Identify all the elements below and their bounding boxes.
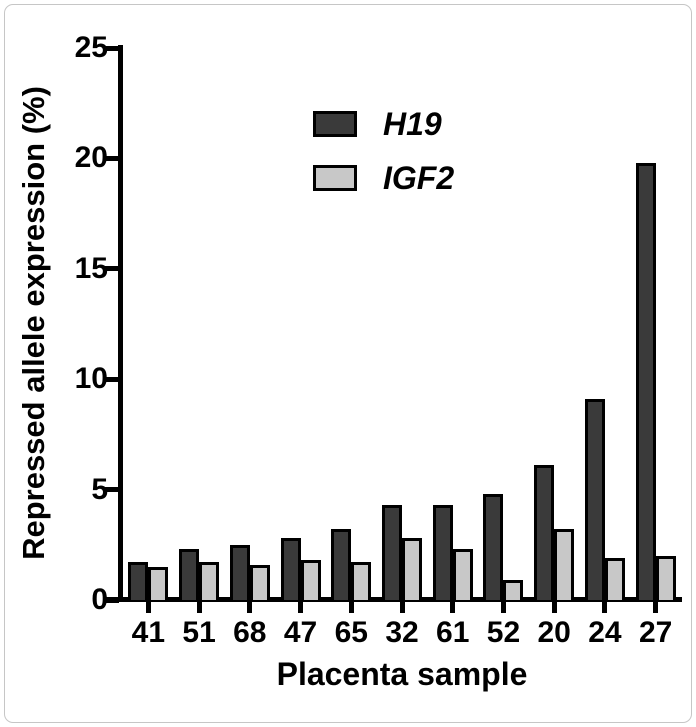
bar-h19-24 — [584, 399, 605, 600]
bar-group-47 — [280, 538, 321, 600]
bar-group-32 — [381, 505, 422, 600]
x-tick — [602, 600, 608, 613]
bar-igf2-68 — [249, 564, 270, 600]
bar-h19-51 — [179, 549, 200, 600]
bar-group-27 — [635, 162, 676, 600]
x-tick — [348, 600, 354, 613]
x-tick — [551, 600, 557, 613]
bar-group-52 — [483, 494, 524, 600]
legend: H19 IGF2 — [313, 108, 454, 194]
bar-igf2-27 — [655, 555, 676, 600]
legend-label-igf2: IGF2 — [383, 160, 455, 196]
x-tick-label: 47 — [283, 616, 318, 649]
y-tick-label: 10 — [74, 362, 108, 396]
bar-igf2-61 — [452, 549, 473, 600]
y-axis-line — [118, 45, 123, 602]
bar-group-20 — [534, 465, 575, 600]
y-axis-title: Repressed allele expression (%) — [16, 86, 51, 560]
bar-h19-27 — [635, 162, 656, 600]
bar-igf2-47 — [300, 560, 321, 600]
x-tick-label: 24 — [588, 616, 622, 649]
legend-item-h19: H19 — [313, 108, 454, 140]
bar-igf2-41 — [148, 566, 169, 600]
y-tick — [104, 45, 119, 51]
x-tick — [247, 600, 253, 613]
x-tick — [145, 600, 151, 613]
bar-group-61 — [432, 505, 473, 600]
y-tick-label: 5 — [91, 472, 108, 506]
y-tick-label: 15 — [74, 251, 108, 285]
bar-h19-32 — [381, 505, 402, 600]
bar-igf2-51 — [199, 562, 220, 600]
x-tick-label: 41 — [131, 616, 166, 649]
x-tick — [196, 600, 202, 613]
bar-h19-52 — [483, 494, 504, 600]
x-tick-label: 32 — [385, 616, 419, 649]
bar-group-24 — [584, 399, 625, 600]
y-tick — [104, 266, 119, 272]
y-tick — [104, 597, 119, 603]
legend-swatch-h19 — [313, 111, 357, 137]
bar-h19-68 — [229, 544, 250, 600]
bar-igf2-65 — [351, 562, 372, 600]
bar-group-65 — [331, 529, 372, 600]
x-tick-label: 65 — [334, 616, 368, 649]
x-tick-label: 52 — [486, 616, 521, 649]
legend-swatch-igf2 — [313, 165, 357, 191]
x-tick — [450, 600, 456, 613]
x-tick — [298, 600, 304, 613]
bar-group-68 — [229, 544, 270, 600]
bar-igf2-52 — [503, 580, 524, 600]
bar-h19-41 — [128, 562, 149, 600]
bar-igf2-20 — [554, 529, 575, 600]
bar-h19-65 — [331, 529, 352, 600]
x-axis-title: Placenta sample — [276, 656, 528, 692]
legend-item-igf2: IGF2 — [313, 162, 454, 194]
y-tick — [104, 155, 119, 161]
legend-label-h19: H19 — [383, 106, 442, 142]
x-tick — [500, 600, 506, 613]
y-tick-label: 20 — [74, 141, 108, 175]
y-tick — [104, 376, 119, 382]
x-tick-label: 51 — [182, 616, 216, 649]
bar-h19-20 — [534, 465, 555, 600]
x-tick-label: 68 — [233, 616, 267, 649]
bar-h19-47 — [280, 538, 301, 600]
y-tick — [104, 487, 119, 493]
bar-group-51 — [179, 549, 220, 600]
plot-area — [123, 45, 681, 600]
bar-h19-61 — [432, 505, 453, 600]
x-tick — [399, 600, 405, 613]
bar-group-41 — [128, 562, 169, 600]
x-tick-label: 61 — [436, 616, 470, 649]
x-tick-label: 20 — [537, 616, 571, 649]
y-tick-label: 25 — [74, 31, 108, 64]
x-tick-label: 27 — [638, 616, 673, 649]
x-tick — [653, 600, 659, 613]
y-tick-label: 0 — [91, 583, 108, 616]
bar-igf2-24 — [604, 558, 625, 600]
bar-igf2-32 — [401, 538, 422, 600]
